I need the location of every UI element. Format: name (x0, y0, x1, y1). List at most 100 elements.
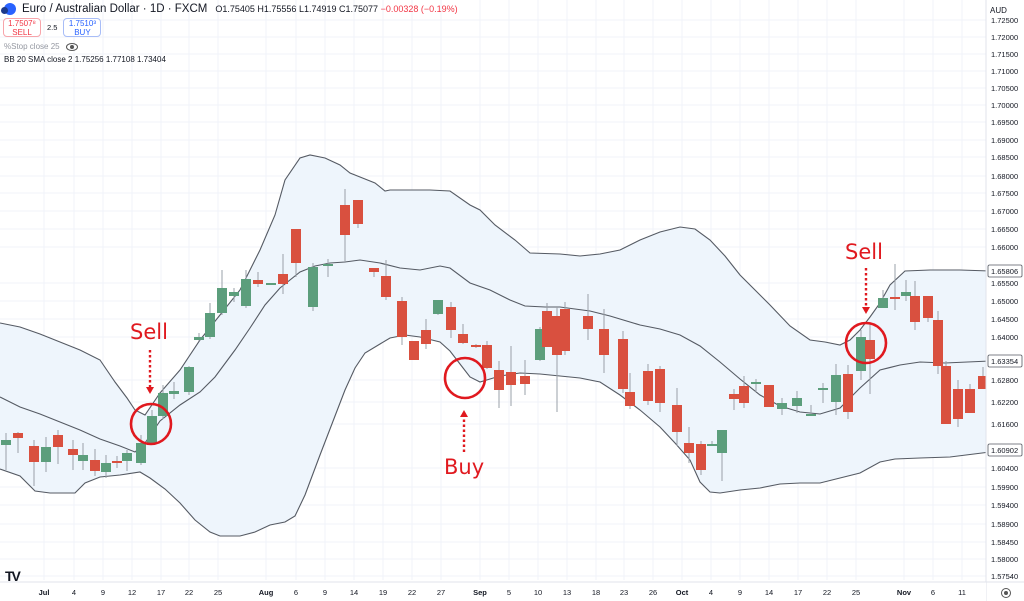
candle (933, 311, 943, 374)
candle (29, 440, 39, 486)
candle (739, 376, 749, 408)
price-tick: 1.70500 (991, 84, 1018, 93)
candle (856, 330, 866, 380)
candle (369, 268, 379, 277)
symbol-title[interactable]: Euro / Australian Dollar · 1D · FXCM (22, 3, 208, 15)
arrow-head-icon (460, 410, 468, 417)
candle (729, 389, 739, 410)
candle (1, 433, 11, 470)
price-tick: 1.60400 (991, 464, 1018, 473)
price-tick: 1.71500 (991, 50, 1018, 59)
ohlc-change: −0.00328 (−0.19%) (380, 4, 458, 14)
candle (643, 364, 653, 405)
time-tick: 4 (709, 588, 713, 597)
upper-band-tag: 1.65806 (987, 264, 1023, 278)
candle (978, 367, 988, 389)
buy-price: 1.7510³ (68, 19, 96, 28)
time-tick: Nov (897, 588, 912, 597)
time-tick: 27 (437, 588, 445, 597)
symbol-legend: Euro / Australian Dollar · 1D · FXCM O1.… (1, 3, 458, 15)
lower-band-tag: 1.60902 (987, 443, 1023, 457)
price-tick: 1.66000 (991, 243, 1018, 252)
candle (878, 290, 888, 308)
ohlc-values: O1.75405 H1.75556 L1.74919 C1.75077 −0.0… (215, 4, 457, 14)
candle (266, 283, 276, 285)
time-tick: 22 (408, 588, 416, 597)
annotation-sell: Sell (844, 240, 888, 365)
time-tick: 17 (794, 588, 802, 597)
price-tick: 1.62200 (991, 398, 1018, 407)
tradingview-logo[interactable]: TV (5, 568, 21, 584)
candle (965, 384, 975, 413)
candle (751, 379, 761, 392)
price-tick: 1.65000 (991, 297, 1018, 306)
gear-icon[interactable] (1001, 588, 1011, 598)
time-tick: 14 (765, 588, 773, 597)
annotation-label: Buy (444, 455, 484, 479)
candle (506, 346, 516, 406)
price-tick: 1.70000 (991, 101, 1018, 110)
candle (696, 441, 706, 475)
indicator-bb[interactable]: BB 20 SMA close 2 1.75256 1.77108 1.7340… (4, 55, 166, 64)
trade-panel: 1.7507⁸ SELL 2.5 1.7510³ BUY (3, 18, 102, 37)
candle (112, 456, 122, 468)
time-tick: 23 (620, 588, 628, 597)
price-tick: 1.68500 (991, 153, 1018, 162)
candle (865, 324, 875, 394)
candle (707, 441, 717, 446)
time-tick: 13 (563, 588, 571, 597)
price-tick: 1.58900 (991, 520, 1018, 529)
candle (122, 450, 132, 471)
candle (323, 259, 333, 277)
currency-selector[interactable]: AUD (990, 6, 1007, 15)
time-tick: 12 (128, 588, 136, 597)
eye-icon[interactable] (65, 42, 78, 51)
candle (777, 398, 787, 415)
price-tick: 1.71000 (991, 67, 1018, 76)
candle (101, 455, 111, 478)
price-tick: 1.61600 (991, 420, 1018, 429)
time-tick: 25 (852, 588, 860, 597)
candle (147, 410, 157, 444)
indicator-stop[interactable]: %Stop close 25 (4, 42, 78, 51)
candle (684, 427, 694, 463)
buy-label: BUY (74, 27, 91, 37)
candle (241, 270, 251, 308)
candle (901, 280, 911, 301)
candle (655, 366, 665, 412)
candle (158, 385, 168, 419)
price-tick: 1.64000 (991, 333, 1018, 342)
candle (890, 264, 900, 310)
buy-button[interactable]: 1.7510³ BUY (63, 18, 102, 37)
signal-circle (129, 402, 173, 446)
sell-button[interactable]: 1.7507⁸ SELL (3, 18, 41, 37)
price-tick: 1.58000 (991, 555, 1018, 564)
candle (308, 263, 318, 311)
candle (397, 297, 407, 345)
price-tick: 1.65500 (991, 279, 1018, 288)
annotation-sell: Sell (129, 320, 173, 446)
annotation-buy: Buy (443, 356, 487, 479)
candle (806, 405, 816, 416)
candle (542, 303, 552, 347)
time-tick: Jul (39, 588, 50, 597)
annotation-label: Sell (130, 320, 168, 344)
candle (520, 360, 530, 395)
candle (552, 307, 562, 412)
candle (471, 344, 481, 348)
price-axis[interactable]: 1.72500 1.72000 1.71500 1.71000 1.70500 1.700… (985, 0, 1024, 601)
price-tick: 1.66500 (991, 225, 1018, 234)
time-tick: 9 (738, 588, 742, 597)
candle (205, 303, 215, 339)
time-axis[interactable]: Jul 4 9 12 17 22 25 Aug 6 9 14 19 22 27 Sep 5 10 13 18 23 26… (0, 581, 1024, 601)
candle (717, 430, 727, 481)
price-tick: 1.59400 (991, 501, 1018, 510)
candle (217, 270, 227, 315)
signal-circle (844, 321, 888, 365)
ohlc-low: L1.74919 (298, 4, 337, 14)
time-tick: 22 (185, 588, 193, 597)
candle (53, 430, 63, 464)
candle (353, 200, 363, 228)
candle (184, 366, 194, 395)
